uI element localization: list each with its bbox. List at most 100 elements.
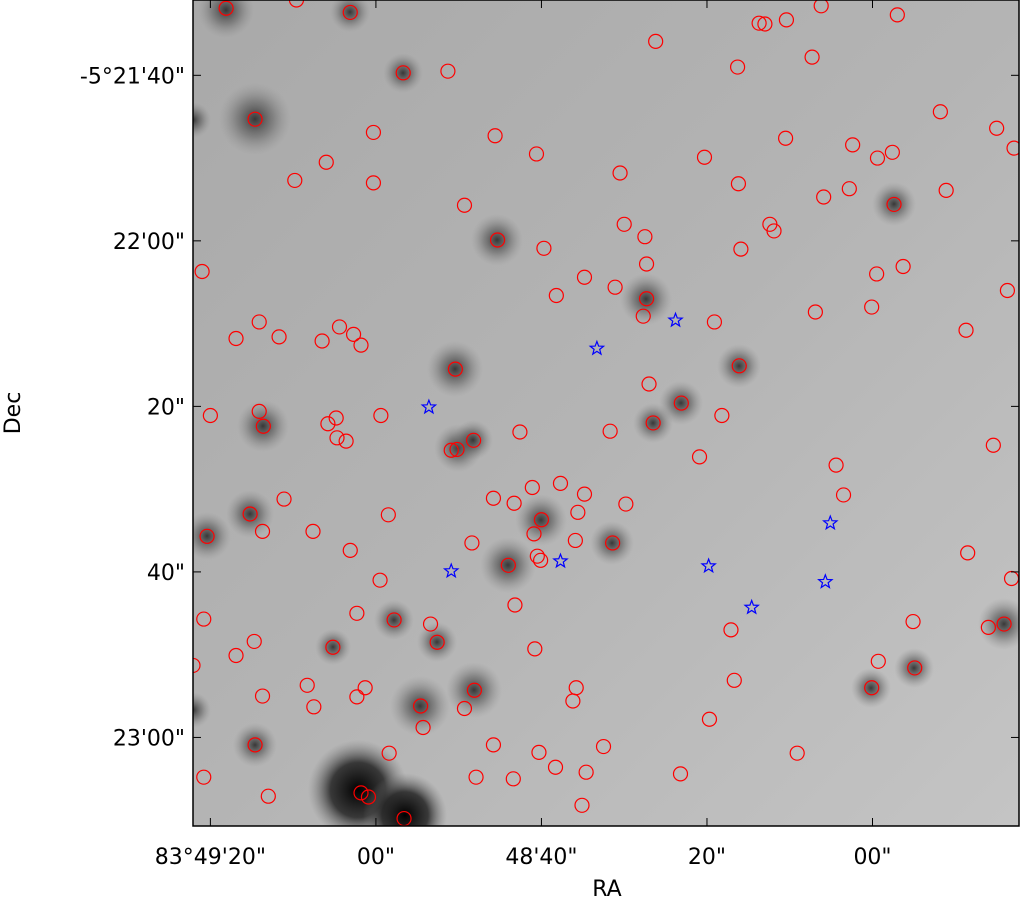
- star-marker: [667, 311, 684, 328]
- x-tick-label: 48'40": [505, 845, 577, 870]
- circle-marker: [456, 700, 473, 717]
- circle-marker: [960, 545, 976, 561]
- circle-marker: [536, 240, 552, 256]
- circle-marker: [199, 528, 215, 544]
- circle-marker: [489, 232, 506, 248]
- circle-marker: [612, 165, 628, 181]
- circle-marker: [567, 532, 583, 549]
- circle-marker: [731, 358, 747, 374]
- circle-marker: [372, 572, 388, 588]
- circle-marker: [531, 744, 547, 760]
- circle-marker: [331, 319, 348, 335]
- circle-marker: [357, 680, 373, 696]
- circle-marker: [386, 612, 402, 628]
- circle-marker: [574, 797, 590, 813]
- circle-marker: [938, 182, 954, 198]
- circle-marker: [527, 641, 543, 657]
- circle-marker: [194, 263, 210, 280]
- circle-marker: [365, 175, 382, 191]
- plot-frame: [192, 0, 1020, 827]
- star-marker: [743, 598, 760, 615]
- circle-marker: [816, 189, 832, 205]
- circle-marker: [730, 176, 747, 192]
- circle-marker: [895, 258, 911, 275]
- circle-marker: [381, 745, 397, 761]
- circle-marker: [349, 605, 365, 621]
- circle-marker: [638, 256, 655, 272]
- circle-marker: [251, 403, 267, 419]
- circle-marker: [345, 326, 362, 342]
- circle-marker: [869, 150, 886, 166]
- circle-marker: [254, 523, 271, 539]
- circle-marker: [932, 104, 948, 120]
- star-marker: [700, 557, 717, 574]
- circle-marker: [338, 433, 354, 449]
- circle-marker: [641, 376, 657, 392]
- circle-marker: [447, 361, 463, 377]
- circle-marker: [228, 647, 244, 664]
- circle-marker: [440, 63, 456, 79]
- circle-marker: [468, 769, 484, 785]
- circle-marker: [778, 12, 795, 28]
- circle-marker: [607, 279, 623, 295]
- circle-marker: [870, 653, 886, 669]
- circle-marker: [845, 137, 861, 153]
- circle-marker: [415, 719, 431, 736]
- x-tick-label: 00": [357, 845, 395, 870]
- circle-marker: [828, 457, 844, 473]
- circle-marker: [807, 304, 823, 320]
- star-marker: [817, 573, 834, 589]
- circle-marker: [202, 407, 218, 424]
- circle-marker: [729, 59, 746, 75]
- star-marker: [552, 552, 569, 569]
- circle-marker: [645, 415, 661, 431]
- circle-marker: [766, 223, 782, 239]
- circle-marker: [320, 416, 336, 432]
- circle-marker: [529, 548, 545, 564]
- circle-marker: [353, 785, 369, 801]
- x-tick-label: 83°49'20": [155, 845, 266, 870]
- circle-marker: [506, 495, 522, 511]
- circle-marker: [413, 698, 429, 714]
- circle-marker: [673, 395, 689, 411]
- circle-marker: [329, 430, 345, 446]
- circle-marker: [958, 322, 974, 338]
- circle-marker: [342, 4, 358, 21]
- circle-marker: [985, 437, 1001, 453]
- circle-marker: [422, 616, 439, 632]
- circle-marker: [996, 616, 1012, 632]
- circle-marker: [989, 120, 1005, 136]
- circle-marker: [299, 677, 315, 693]
- circle-marker: [999, 282, 1016, 299]
- circle-marker: [648, 33, 664, 49]
- circle-marker: [500, 557, 516, 573]
- circle-marker: [373, 407, 389, 424]
- circle-marker: [638, 291, 655, 307]
- circle-marker: [443, 442, 459, 458]
- circle-marker: [251, 314, 267, 330]
- circle-marker: [526, 526, 542, 542]
- circle-marker: [570, 504, 586, 520]
- circle-marker: [813, 0, 829, 14]
- circle-marker: [980, 619, 996, 635]
- circle-marker: [602, 423, 618, 439]
- circle-marker: [789, 745, 805, 761]
- circle-marker: [864, 299, 880, 315]
- circle-marker: [196, 769, 212, 785]
- circle-marker: [757, 16, 773, 32]
- circle-marker: [706, 314, 723, 330]
- circle-marker: [349, 689, 365, 705]
- circle-marker: [512, 424, 528, 440]
- circle-marker: [196, 611, 212, 627]
- circle-marker: [723, 622, 739, 638]
- circle-marker: [672, 766, 689, 782]
- circle-marker: [886, 196, 902, 213]
- circle-marker: [242, 506, 258, 522]
- x-tick-label: 20": [688, 845, 726, 870]
- circle-marker: [314, 333, 330, 349]
- circle-marker: [714, 407, 730, 424]
- circle-marker: [528, 146, 545, 162]
- circle-marker: [228, 330, 244, 347]
- star-marker: [822, 514, 839, 531]
